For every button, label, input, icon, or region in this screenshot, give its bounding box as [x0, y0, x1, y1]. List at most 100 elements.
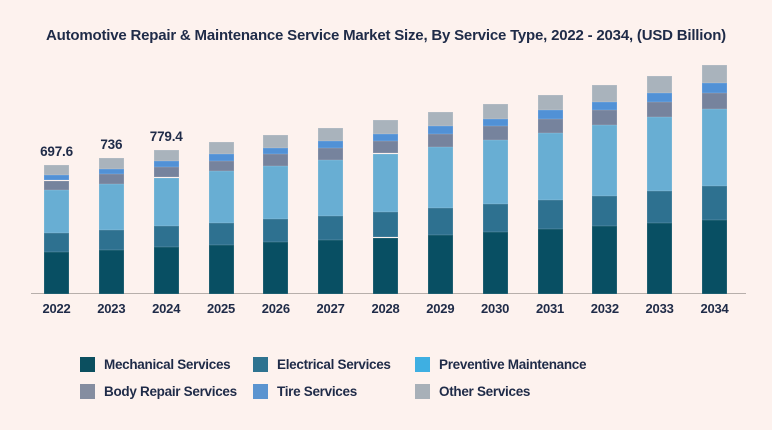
bar-segment-electrical-services — [318, 215, 344, 240]
legend-label-electrical-services: Electrical Services — [277, 356, 391, 372]
bar-segment-preventive-maintenance — [153, 177, 179, 227]
legend-item-electrical-services: Electrical Services — [253, 356, 391, 372]
x-tick-label: 2023 — [97, 301, 126, 316]
x-tick-label: 2033 — [645, 301, 674, 316]
x-tick-label: 2031 — [535, 301, 565, 316]
bar-segment-preventive-maintenance — [482, 140, 508, 205]
bar-segment-body-repair-services — [592, 110, 618, 126]
legend-swatch-tire-services — [253, 383, 268, 399]
bar-segment-body-repair-services — [373, 141, 398, 154]
bar-segment-preventive-maintenance — [537, 132, 563, 201]
bar-segment-body-repair-services — [537, 118, 563, 133]
bar-segment-body-repair-services — [702, 92, 727, 110]
bar-segment-other-services — [373, 120, 398, 134]
bar-segment-tire-services — [318, 141, 344, 148]
legend-label-preventive-maintenance: Preventive Maintenance — [439, 356, 587, 372]
bar-segment-mechanical-services — [647, 223, 673, 294]
bar-segment-electrical-services — [44, 233, 69, 253]
legend-item-preventive-maintenance: Preventive Maintenance — [415, 356, 587, 372]
bar-segment-electrical-services — [208, 222, 234, 245]
bar-segment-tire-services — [373, 133, 398, 141]
legend-label-other-services: Other Services — [439, 383, 531, 399]
bar-segment-body-repair-services — [208, 160, 234, 172]
bar-segment-tire-services — [702, 83, 727, 93]
bar-segment-mechanical-services — [373, 237, 398, 294]
bar-segment-body-repair-services — [482, 126, 508, 140]
bar-segment-electrical-services — [373, 212, 398, 238]
legend-item-tire-services: Tire Services — [253, 383, 357, 399]
bar-segment-preventive-maintenance — [98, 184, 124, 230]
bar-segment-mechanical-services — [537, 229, 563, 294]
bar-segment-preventive-maintenance — [373, 153, 398, 213]
x-tick-label: 2022 — [42, 301, 71, 316]
bar-segment-electrical-services — [427, 208, 453, 235]
bar-segment-preventive-maintenance — [427, 146, 453, 209]
legend-swatch-body-repair-services — [80, 383, 95, 399]
bar-segment-tire-services — [44, 175, 69, 181]
bar-segment-other-services — [537, 94, 563, 111]
bar-segment-other-services — [318, 127, 344, 141]
bar-segment-preventive-maintenance — [44, 189, 69, 234]
bar-segment-preventive-maintenance — [318, 159, 344, 216]
bar-segment-preventive-maintenance — [263, 165, 289, 220]
bar-segment-body-repair-services — [318, 147, 344, 160]
legend-item-other-services: Other Services — [415, 383, 530, 399]
bar-segment-other-services — [482, 103, 508, 119]
bar-segment-mechanical-services — [263, 242, 289, 294]
legend-swatch-other-services — [415, 383, 430, 399]
bar-segment-preventive-maintenance — [592, 125, 618, 196]
bar-segment-electrical-services — [647, 191, 673, 223]
bar-segment-other-services — [592, 85, 618, 102]
legend-label-tire-services: Tire Services — [277, 383, 357, 399]
bar-segment-other-services — [98, 157, 124, 169]
bar-segment-electrical-services — [153, 226, 179, 248]
bar-segment-other-services — [647, 75, 673, 93]
bar-segment-tire-services — [263, 147, 289, 155]
bar-segment-other-services — [208, 142, 234, 155]
bar-segment-body-repair-services — [427, 133, 453, 147]
bar-segment-tire-services — [647, 92, 673, 102]
legend-swatch-mechanical-services — [80, 356, 95, 372]
bar-segment-other-services — [153, 149, 179, 162]
x-tick-label: 2028 — [371, 301, 400, 316]
bar-value-label: 736 — [100, 136, 123, 152]
legend-item-body-repair-services: Body Repair Services — [80, 383, 237, 399]
bar-segment-body-repair-services — [98, 174, 124, 184]
bar-segment-body-repair-services — [647, 101, 673, 118]
bar-segment-electrical-services — [702, 186, 727, 220]
legend-label-body-repair-services: Body Repair Services — [104, 383, 237, 399]
bar-segment-electrical-services — [592, 195, 618, 227]
bar-segment-mechanical-services — [592, 226, 618, 294]
legend-label-mechanical-services: Mechanical Services — [104, 356, 231, 372]
bar-segment-electrical-services — [98, 229, 124, 250]
x-tick-label: 2025 — [206, 301, 236, 316]
bar-value-label: 697.6 — [40, 144, 73, 159]
bar-segment-mechanical-services — [153, 247, 179, 294]
chart-title: Automotive Repair & Maintenance Service … — [46, 27, 726, 44]
bar-segment-preventive-maintenance — [702, 109, 727, 187]
x-tick-label: 2032 — [590, 301, 619, 316]
bar-segment-electrical-services — [482, 204, 508, 233]
legend-item-mechanical-services: Mechanical Services — [80, 356, 231, 372]
bar-segment-mechanical-services — [427, 234, 453, 294]
bar-segment-other-services — [702, 65, 727, 84]
bar-segment-mechanical-services — [318, 240, 344, 294]
bar-segment-mechanical-services — [482, 232, 508, 294]
bar-segment-body-repair-services — [44, 180, 69, 190]
x-tick-label: 2030 — [481, 301, 510, 316]
bar-segment-other-services — [427, 112, 453, 127]
bar-segment-body-repair-services — [153, 167, 179, 178]
x-tick-label: 2026 — [261, 301, 290, 316]
bar-segment-tire-services — [482, 118, 508, 127]
bar-segment-tire-services — [592, 101, 618, 111]
legend-swatch-electrical-services — [253, 356, 268, 372]
bar-segment-tire-services — [153, 161, 179, 168]
bar-segment-mechanical-services — [702, 219, 727, 294]
bar-segment-tire-services — [98, 168, 124, 175]
bar-segment-preventive-maintenance — [208, 171, 234, 223]
bar-segment-electrical-services — [263, 219, 289, 243]
bar-segment-mechanical-services — [208, 244, 234, 294]
bar-segment-body-repair-services — [263, 154, 289, 166]
